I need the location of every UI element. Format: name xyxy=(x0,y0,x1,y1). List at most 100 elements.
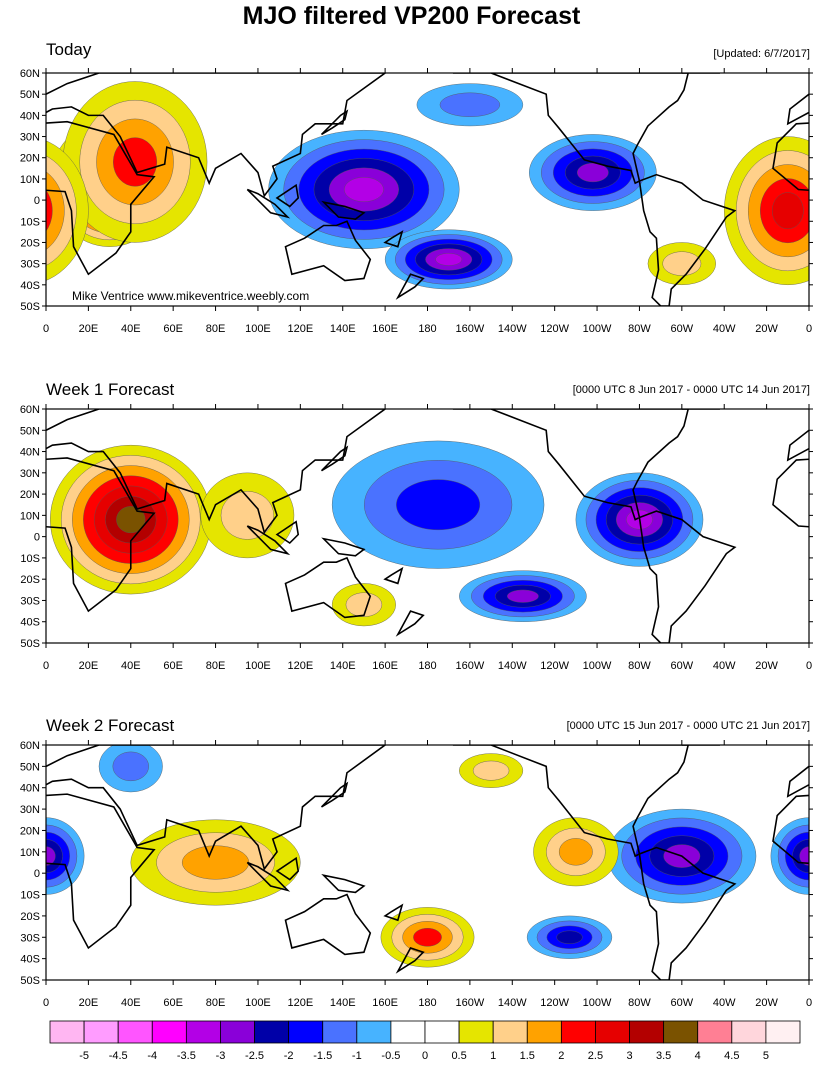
land-outline-1 xyxy=(46,745,387,871)
lat-label: 30S xyxy=(20,932,40,944)
lon-label: 40E xyxy=(121,323,141,335)
lon-label: 120W xyxy=(540,660,569,672)
lat-label: 0 xyxy=(34,868,40,880)
lon-label: 100E xyxy=(245,997,271,1009)
colorbar-swatch xyxy=(322,1020,358,1044)
land-outline-10 xyxy=(383,903,404,922)
colorbar-swatch xyxy=(526,1020,562,1044)
lat-label: 40S xyxy=(20,954,40,966)
panel-2-map xyxy=(46,745,809,980)
lon-label: 80W xyxy=(628,323,651,335)
colorbar-label: 4 xyxy=(695,1050,701,1062)
lat-label: 60N xyxy=(20,68,40,80)
lat-label: 40N xyxy=(20,783,40,795)
land-outline-6 xyxy=(320,109,349,136)
lon-label: 0 xyxy=(806,660,812,672)
lon-label: 140W xyxy=(498,997,527,1009)
land-outline-9 xyxy=(321,874,366,894)
colorbar-swatch xyxy=(49,1020,85,1044)
lat-label: 20N xyxy=(20,489,40,501)
lat-label: 50N xyxy=(20,89,40,101)
lon-label: 40E xyxy=(121,660,141,672)
land-outline-8 xyxy=(275,183,300,208)
land-outline-3 xyxy=(452,745,690,858)
colorbar-swatch xyxy=(288,1020,324,1044)
anomaly-contour-0-6 xyxy=(116,506,146,534)
lon-label: 0 xyxy=(806,323,812,335)
lon-label: 60E xyxy=(163,660,183,672)
anomaly-contour-0-0 xyxy=(813,445,823,594)
lon-label: 160W xyxy=(456,323,485,335)
land-outline-2 xyxy=(284,220,372,282)
anomaly-contour-7-1 xyxy=(472,760,510,781)
lon-label: 160E xyxy=(372,660,398,672)
anomaly-contour-4-2 xyxy=(396,479,481,531)
lon-label: 40E xyxy=(121,997,141,1009)
lon-label: 40W xyxy=(713,323,736,335)
lon-label: 20W xyxy=(755,997,778,1009)
anomaly-contour-7-1 xyxy=(662,251,702,276)
colorbar-swatch xyxy=(663,1020,699,1044)
lon-label: 20E xyxy=(79,997,99,1009)
lon-label: 100E xyxy=(245,660,271,672)
colorbar-swatch xyxy=(629,1020,665,1044)
lon-label: 100E xyxy=(245,323,271,335)
anomaly-contour-5-4 xyxy=(577,163,609,183)
lon-label: 40W xyxy=(713,660,736,672)
colorbar-label: -2 xyxy=(284,1050,294,1062)
land-outline-11 xyxy=(395,273,425,300)
anomaly-contour-6-1 xyxy=(112,751,149,782)
colorbar-swatch xyxy=(731,1020,767,1044)
lat-label: 20S xyxy=(20,911,40,923)
anomaly-contour-0-1 xyxy=(820,126,823,239)
land-outline-2 xyxy=(284,556,372,619)
anomaly-contour-1-1 xyxy=(220,491,274,540)
colorbar-label: 5 xyxy=(763,1050,769,1062)
anomaly-contour-3-3 xyxy=(413,928,442,947)
panel-date-today: [Updated: 6/7/2017] xyxy=(713,48,810,60)
colorbar-label: 4.5 xyxy=(724,1050,739,1062)
lon-label: 80E xyxy=(206,660,226,672)
lon-label: 60W xyxy=(671,660,694,672)
lon-label: 140E xyxy=(330,660,356,672)
land-outline-10 xyxy=(383,230,404,248)
lon-label: 140E xyxy=(330,323,356,335)
lon-label: 20W xyxy=(755,323,778,335)
lon-label: 100W xyxy=(583,323,612,335)
anomaly-contour-2-4 xyxy=(772,192,804,230)
land-outline-8 xyxy=(275,856,300,881)
figure-title: MJO filtered VP200 Forecast xyxy=(242,2,581,30)
colorbar-swatch xyxy=(492,1020,528,1044)
colorbar-swatch xyxy=(151,1020,187,1044)
colorbar-label: -0.5 xyxy=(381,1050,400,1062)
lon-label: 120W xyxy=(540,323,569,335)
anomaly-contour-5-1 xyxy=(345,592,383,617)
lat-label: 10N xyxy=(20,510,40,522)
land-outline-0 xyxy=(46,457,156,613)
panel-label-today: Today xyxy=(46,40,92,59)
lat-label: 10S xyxy=(20,216,40,228)
lat-label: 20N xyxy=(20,825,40,837)
colorbar-swatch xyxy=(220,1020,255,1044)
lon-label: 120W xyxy=(540,997,569,1009)
colorbar-label: -3 xyxy=(216,1050,226,1062)
lat-label: 50N xyxy=(20,761,40,773)
land-outline-7 xyxy=(246,188,291,219)
lon-label: 20E xyxy=(79,660,99,672)
panel-date-week1: [0000 UTC 8 Jun 2017 - 0000 UTC 14 Jun 2… xyxy=(572,384,810,396)
panel-date-week2: [0000 UTC 15 Jun 2017 - 0000 UTC 21 Jun … xyxy=(566,720,810,732)
land-outline-7 xyxy=(246,861,291,892)
colorbar-label: -5 xyxy=(79,1050,89,1062)
lat-label: 10N xyxy=(20,847,40,859)
land-outline-6 xyxy=(320,781,349,808)
colorbar-label: -3.5 xyxy=(177,1050,196,1062)
colorbar-label: 3 xyxy=(626,1050,632,1062)
lat-label: 60N xyxy=(20,740,40,752)
lon-label: 0 xyxy=(43,997,49,1009)
lon-label: 160W xyxy=(456,997,485,1009)
anomaly-contour-1-3 xyxy=(113,137,158,187)
land-outline-9 xyxy=(321,200,366,220)
land-outline-11 xyxy=(395,610,425,637)
lon-label: 100W xyxy=(583,997,612,1009)
